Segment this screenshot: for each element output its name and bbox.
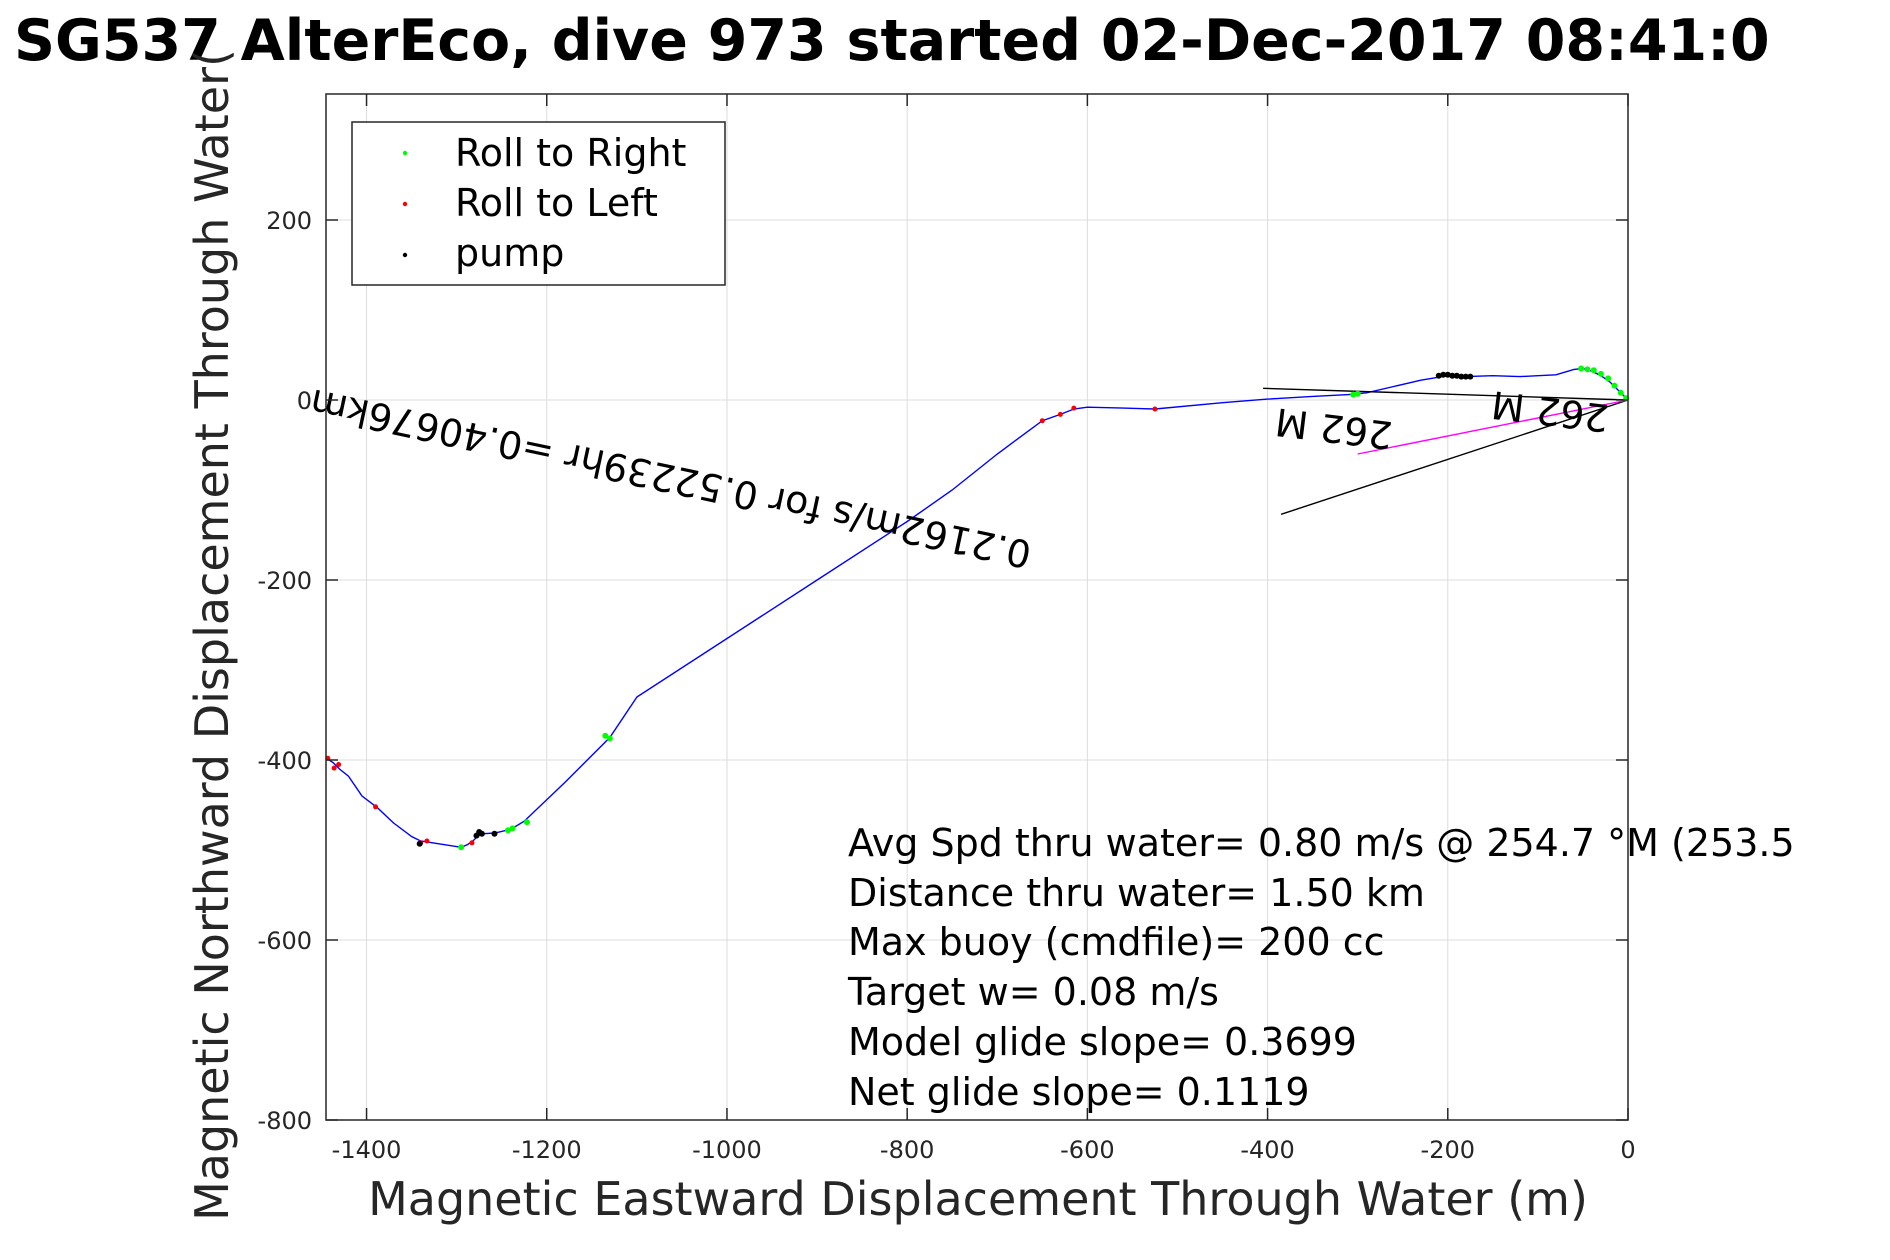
roll-right-point	[505, 827, 512, 834]
stat-max-buoy: Max buoy (cmdfile)= 200 cc	[848, 920, 1385, 964]
y-tick-labels: 200 0 -200 -400 -600 -800	[258, 207, 312, 1135]
tick-marks	[326, 94, 1629, 1121]
x-tick-label: -1400	[332, 1136, 402, 1164]
roll-left-point	[1071, 405, 1077, 411]
y-tick-label: 0	[297, 387, 312, 415]
y-tick-label: -600	[258, 927, 312, 955]
roll-right-point	[1354, 390, 1361, 397]
axes-box	[325, 93, 1629, 1121]
current-line-2	[1357, 399, 1629, 455]
pump-point	[1462, 373, 1469, 380]
pump-point	[473, 832, 480, 839]
roll-right-point	[1584, 366, 1591, 373]
y-tick-label: -200	[258, 567, 312, 595]
roll-right-point	[1611, 382, 1618, 389]
y-axis-label: Magnetic Northward Displacement Through …	[185, 49, 239, 1221]
legend-label-roll-right: Roll to Right	[455, 131, 686, 175]
x-tick-label: -400	[1240, 1136, 1294, 1164]
roll-left-point	[1057, 411, 1063, 417]
y-tick-label: 200	[266, 207, 312, 235]
pump-point	[1467, 373, 1474, 380]
roll-left-point	[1152, 406, 1158, 412]
roll-right-point	[1578, 365, 1585, 372]
stat-model-glide-slope: Model glide slope= 0.3699	[848, 1020, 1357, 1064]
x-tick-labels: -1400 -1200 -1000 -800 -600 -400 -200 0	[332, 1136, 1636, 1164]
roll-right-point	[509, 825, 516, 832]
legend-label-pump: pump	[455, 231, 564, 275]
stat-distance: Distance thru water= 1.50 km	[848, 871, 1425, 915]
dive-statistics: Avg Spd thru water= 0.80 m/s @ 254.7 °M …	[847, 821, 1795, 1114]
legend: Roll to Right Roll to Left pump	[351, 121, 726, 286]
roll-left-point	[331, 765, 337, 771]
roll-right-point	[1597, 370, 1604, 377]
pump-point	[1440, 371, 1447, 378]
legend-marker-pump	[402, 252, 408, 258]
pump-point	[1449, 372, 1456, 379]
x-tick-label: -1000	[692, 1136, 762, 1164]
roll-right-point	[602, 732, 609, 739]
roll-left-point	[424, 838, 430, 844]
legend-box	[351, 121, 726, 286]
x-tick-label: -800	[880, 1136, 934, 1164]
legend-marker-roll-left	[402, 201, 408, 207]
pump-point	[1435, 372, 1442, 379]
legend-label-roll-left: Roll to Left	[455, 181, 658, 225]
current-line-1	[1280, 399, 1629, 515]
x-tick-label: 0	[1620, 1136, 1635, 1164]
pump-point	[416, 840, 423, 847]
legend-marker-roll-right	[402, 150, 408, 156]
roll-left-point	[1039, 418, 1045, 424]
roll-right-point	[458, 844, 465, 851]
x-tick-label: -1200	[512, 1136, 582, 1164]
pump-point	[1458, 373, 1465, 380]
chart-title: SG537 AlterEco, dive 973 started 02-Dec-…	[14, 8, 1770, 74]
roll-left-point	[336, 762, 342, 767]
x-axis-label: Magnetic Eastward Displacement Through W…	[368, 1172, 1588, 1226]
roll-left-point	[469, 840, 475, 846]
roll-right-point	[1350, 391, 1357, 398]
roll-right-point	[1605, 375, 1612, 382]
roll-right-point	[1590, 367, 1597, 374]
roll-right-point	[606, 735, 613, 742]
stat-avg-speed: Avg Spd thru water= 0.80 m/s @ 254.7 °M …	[848, 821, 1795, 865]
roll-right-point	[523, 819, 530, 826]
pump-point	[1453, 372, 1460, 379]
x-tick-label: -600	[1060, 1136, 1114, 1164]
stat-net-glide-slope: Net glide slope= 0.1119	[848, 1070, 1310, 1114]
data-series	[325, 365, 1630, 851]
pump-point	[491, 830, 498, 837]
y-tick-label: -800	[258, 1107, 312, 1135]
pump-point	[1444, 371, 1451, 378]
roll-left-point	[373, 804, 379, 810]
stat-target-w: Target w= 0.08 m/s	[847, 970, 1219, 1014]
roll-right-point	[1617, 389, 1624, 396]
y-tick-label: -400	[258, 747, 312, 775]
x-tick-label: -200	[1421, 1136, 1475, 1164]
current-line-0	[1263, 387, 1629, 401]
